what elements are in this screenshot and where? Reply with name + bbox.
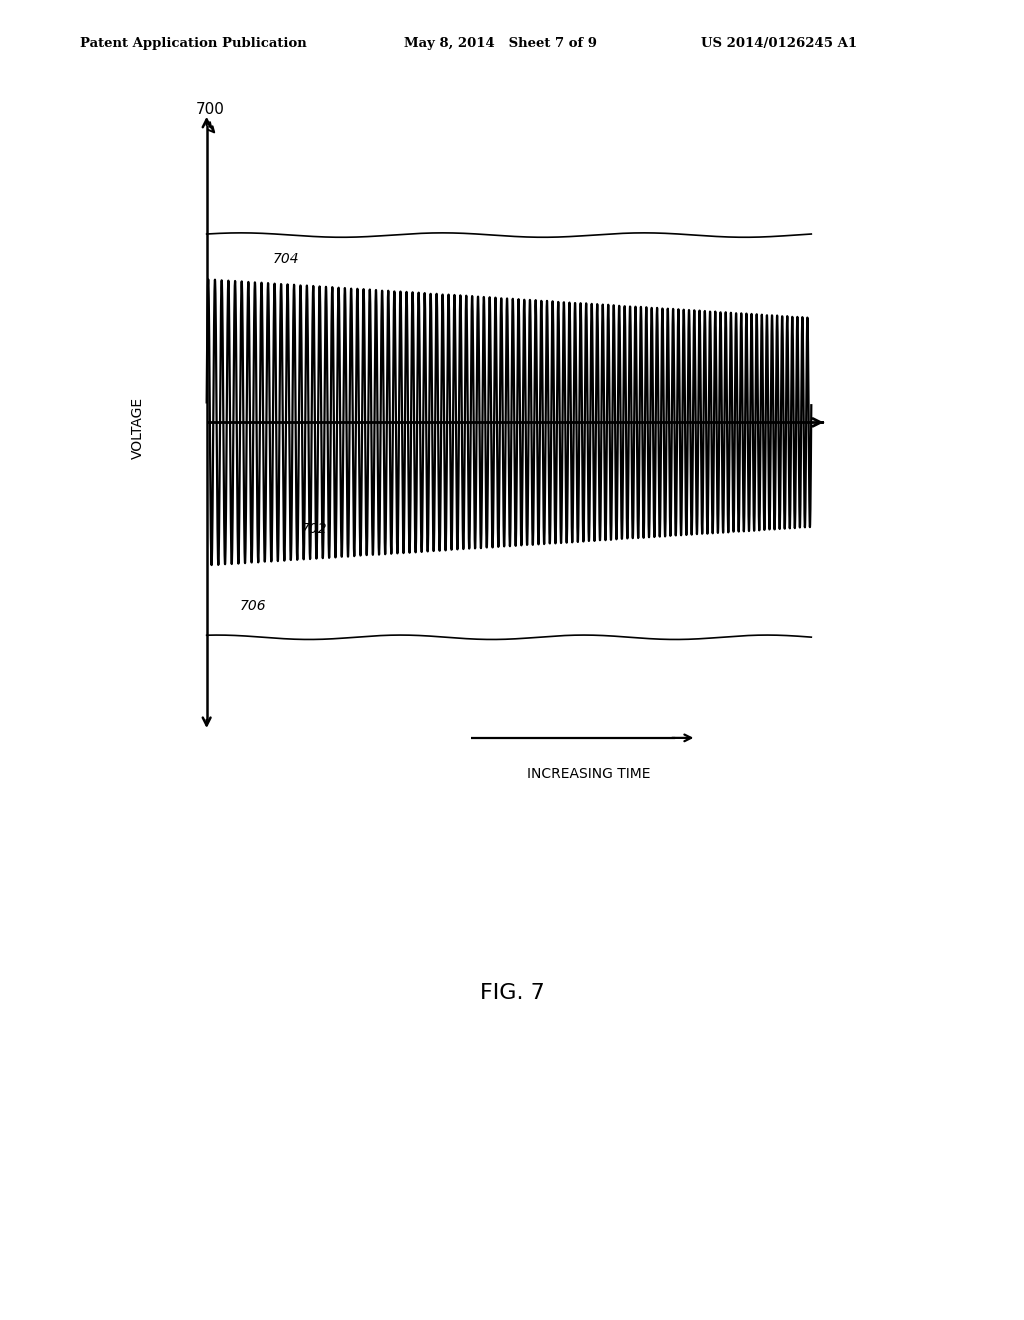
Text: 700: 700: [196, 102, 224, 116]
Text: VOLTAGE: VOLTAGE: [131, 396, 145, 459]
Text: May 8, 2014   Sheet 7 of 9: May 8, 2014 Sheet 7 of 9: [404, 37, 597, 50]
Text: 702: 702: [300, 521, 327, 536]
Text: Patent Application Publication: Patent Application Publication: [80, 37, 306, 50]
Text: 704: 704: [273, 252, 300, 265]
Text: US 2014/0126245 A1: US 2014/0126245 A1: [701, 37, 857, 50]
Text: FIG. 7: FIG. 7: [479, 982, 545, 1003]
Text: INCREASING TIME: INCREASING TIME: [527, 767, 650, 781]
Text: 706: 706: [240, 599, 266, 612]
